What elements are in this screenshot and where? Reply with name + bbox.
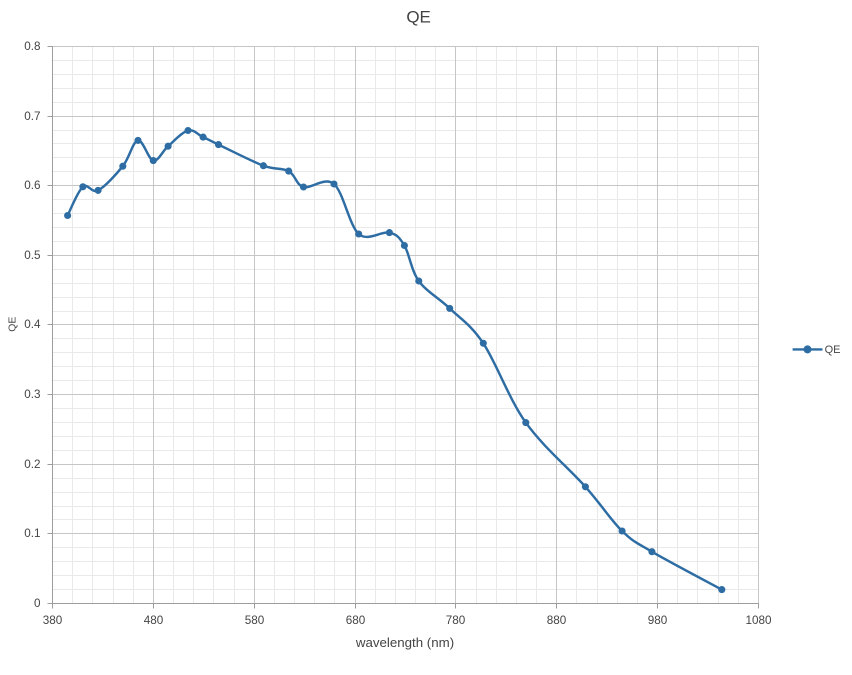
svg-text:880: 880 bbox=[547, 614, 567, 627]
svg-text:0.4: 0.4 bbox=[24, 318, 41, 331]
svg-text:QE: QE bbox=[7, 317, 18, 332]
svg-text:580: 580 bbox=[245, 614, 265, 627]
svg-text:0.2: 0.2 bbox=[24, 458, 40, 471]
svg-text:0: 0 bbox=[34, 597, 41, 610]
svg-text:0.5: 0.5 bbox=[24, 249, 41, 262]
svg-text:0.6: 0.6 bbox=[24, 179, 40, 192]
svg-text:780: 780 bbox=[446, 614, 466, 627]
svg-text:980: 980 bbox=[648, 614, 668, 627]
svg-text:680: 680 bbox=[346, 614, 366, 627]
svg-text:480: 480 bbox=[144, 614, 164, 627]
svg-text:1080: 1080 bbox=[745, 614, 772, 627]
svg-text:380: 380 bbox=[43, 614, 63, 627]
svg-text:wavelength (nm): wavelength (nm) bbox=[355, 635, 454, 650]
svg-text:0.8: 0.8 bbox=[24, 40, 40, 53]
svg-text:0.3: 0.3 bbox=[24, 388, 40, 401]
svg-text:QE: QE bbox=[406, 8, 431, 27]
svg-text:0.1: 0.1 bbox=[24, 527, 40, 540]
svg-text:0.7: 0.7 bbox=[24, 110, 40, 123]
svg-text:QE: QE bbox=[825, 344, 841, 356]
